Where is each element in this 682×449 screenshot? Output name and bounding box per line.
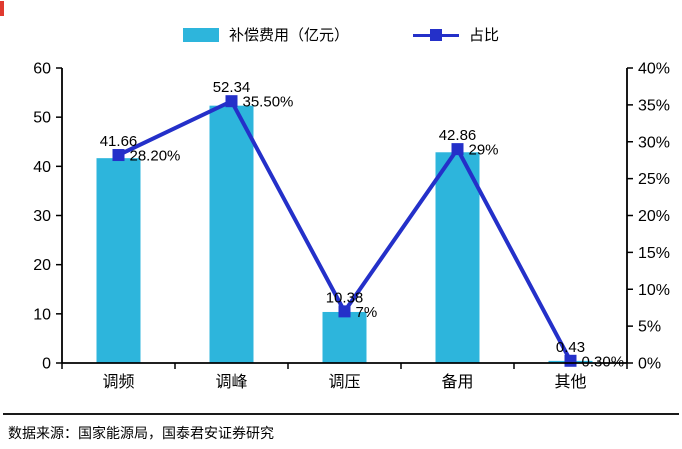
right-axis-tick-label: 15% [638, 245, 670, 262]
right-axis-tick-label: 20% [638, 208, 670, 225]
right-axis-tick-label: 25% [638, 171, 670, 188]
bar-value-label: 10.38 [326, 289, 364, 306]
bar-series-swatch [182, 27, 219, 42]
line-marker [225, 95, 238, 108]
pct-value-label: 28.20% [130, 148, 181, 165]
line-series-swatch [413, 28, 459, 42]
x-axis-category-label: 调压 [328, 373, 360, 391]
chart-legend: 补偿费用（亿元） 占比 [0, 24, 682, 45]
bar-value-label: 42.86 [439, 127, 477, 144]
left-axis-tick-label: 60 [33, 61, 51, 78]
x-axis-category-label: 调峰 [215, 373, 247, 391]
pct-value-label: 7% [356, 304, 378, 321]
legend-label-line-series: 占比 [469, 27, 500, 44]
legend-label-bar-series: 补偿费用（亿元） [228, 27, 349, 44]
right-axis-tick-label: 5% [638, 319, 661, 336]
pct-value-label: 35.50% [243, 94, 294, 111]
left-axis-tick-label: 20 [33, 257, 51, 274]
bar-value-label: 41.66 [100, 133, 138, 150]
right-axis-tick-label: 0% [638, 356, 661, 373]
x-axis-category-label: 其他 [554, 373, 586, 391]
data-source-text: 数据来源：国家能源局，国泰君安证券研究 [8, 425, 274, 441]
combo-chart: 0 10 20 30 40 50 60 0% 5% 10% 15% 20% 25% 30% 35% 40% 调频… [33, 61, 670, 392]
bar [209, 105, 254, 363]
left-axis-tick-label: 0 [42, 356, 51, 373]
line-marker [338, 305, 351, 318]
right-axis-tick-label: 30% [638, 134, 670, 151]
left-axis-tick-label: 50 [33, 110, 51, 127]
line-marker [564, 354, 577, 367]
bar-value-label: 52.34 [213, 79, 251, 96]
line-marker [112, 149, 125, 162]
left-axis-tick-label: 10 [33, 306, 51, 323]
legend-item-bar-series: 补偿费用（亿元） [182, 24, 349, 45]
footer-divider [3, 413, 679, 415]
x-axis-category-label: 调频 [102, 373, 134, 391]
right-axis-tick-label: 40% [638, 61, 670, 78]
decorative-red-mark [0, 1, 4, 16]
x-axis-category-label: 备用 [441, 373, 473, 391]
legend-item-line-series: 占比 [413, 24, 499, 45]
line-swatch-marker [430, 28, 442, 41]
pct-value-label: 29% [469, 142, 499, 159]
left-axis-tick-label: 30 [33, 208, 51, 225]
bar [96, 158, 141, 363]
right-axis-tick-label: 10% [638, 282, 670, 299]
right-axis-tick-label: 35% [638, 97, 670, 114]
pct-value-label: 0.30% [582, 353, 625, 370]
line-marker [451, 143, 464, 156]
bar-value-label: 0.43 [556, 339, 585, 356]
left-axis-tick-label: 40 [33, 159, 51, 176]
bar [322, 311, 367, 363]
bar [435, 152, 480, 363]
